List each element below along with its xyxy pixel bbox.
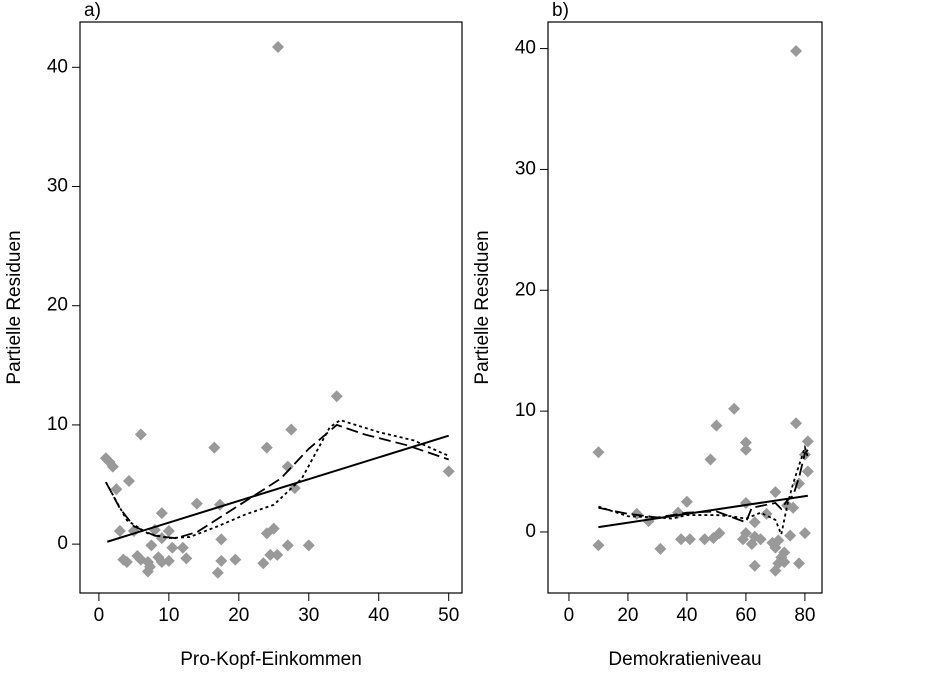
scatter-point <box>798 527 811 540</box>
scatter-point <box>739 436 752 449</box>
y-tick-label: 0 <box>525 521 536 542</box>
scatter-point <box>680 495 693 508</box>
scatter-point <box>748 516 761 529</box>
scatter-point <box>790 45 803 58</box>
scatter-point <box>787 501 800 514</box>
scatter-point <box>713 527 726 540</box>
scatter-point <box>106 460 119 473</box>
scatter-point <box>654 542 667 555</box>
scatter-point <box>267 522 280 535</box>
scatter-point <box>784 529 797 542</box>
scatter-point <box>122 474 135 487</box>
y-tick-label: 40 <box>515 38 536 59</box>
scatter-point <box>257 557 270 570</box>
plot-frame <box>79 21 463 594</box>
scatter-point <box>281 539 294 552</box>
x-axis-label: Pro-Kopf-Einkommen <box>180 649 362 670</box>
x-tick-label: 20 <box>228 605 249 626</box>
panel-label: a) <box>84 0 101 21</box>
scatter-point <box>281 460 294 473</box>
fit-line <box>105 423 449 540</box>
y-tick-label: 20 <box>515 279 536 300</box>
scatter-point <box>110 483 123 496</box>
x-tick-label: 0 <box>94 605 105 626</box>
y-tick-label: 10 <box>47 414 68 435</box>
x-tick-label: 60 <box>735 605 756 626</box>
y-axis-label: Partielle Residuen <box>472 230 493 384</box>
scatter-point <box>162 554 175 567</box>
scatter-point <box>134 428 147 441</box>
scatter-point <box>675 533 688 546</box>
scatter-point <box>166 541 179 554</box>
y-tick-label: 10 <box>515 400 536 421</box>
x-tick-label: 40 <box>676 605 697 626</box>
scatter-point <box>176 541 189 554</box>
scatter-point <box>739 527 752 540</box>
fit-line <box>105 419 450 540</box>
scatter-point <box>264 548 277 561</box>
x-tick-label: 80 <box>794 605 815 626</box>
scatter-point <box>211 566 224 579</box>
scatter-point <box>215 533 228 546</box>
scatter-point <box>728 402 741 415</box>
scatter-point <box>302 539 315 552</box>
x-tick-label: 20 <box>617 605 638 626</box>
y-tick-label: 20 <box>47 295 68 316</box>
scatter-point <box>271 41 284 54</box>
scatter-point <box>330 390 343 403</box>
x-tick-label: 30 <box>298 605 319 626</box>
fit-line <box>598 449 809 524</box>
scatter-point <box>772 534 785 547</box>
scatter-point <box>180 552 193 565</box>
scatter-point <box>260 441 273 454</box>
scatter-point <box>778 556 791 569</box>
scatter-point <box>442 465 455 478</box>
scatter-point <box>769 486 782 499</box>
scatter-point <box>113 525 126 538</box>
scatter-point <box>739 496 752 509</box>
x-axis-label: Demokratieniveau <box>608 649 761 670</box>
scatter-point <box>215 554 228 567</box>
scatter-point <box>790 417 803 430</box>
x-tick-label: 10 <box>158 605 179 626</box>
scatter-point <box>271 548 284 561</box>
scatter-point <box>754 533 767 546</box>
scatter-point <box>229 553 242 566</box>
scatter-point <box>792 557 805 570</box>
scatter-point <box>592 446 605 459</box>
y-tick-label: 30 <box>515 158 536 179</box>
scatter-point <box>143 560 156 573</box>
panel-label: b) <box>552 0 569 21</box>
scatter-point <box>285 423 298 436</box>
scatter-point <box>120 556 133 569</box>
y-tick-label: 0 <box>57 533 68 554</box>
fit-line <box>106 434 450 543</box>
scatter-point <box>748 559 761 572</box>
y-tick-label: 40 <box>47 56 68 77</box>
y-tick-label: 30 <box>47 176 68 197</box>
plot-frame <box>547 21 823 594</box>
scatter-point <box>739 443 752 456</box>
fit-line <box>598 444 809 538</box>
scatter-point <box>710 419 723 432</box>
scatter-point <box>801 465 814 478</box>
scatter-point <box>778 546 791 559</box>
scatter-point <box>155 507 168 520</box>
x-tick-label: 0 <box>564 605 575 626</box>
scatter-point <box>162 525 175 538</box>
scatter-point <box>683 533 696 546</box>
scatter-point <box>592 539 605 552</box>
scatter-point <box>704 453 717 466</box>
scatter-point <box>190 497 203 510</box>
x-tick-label: 50 <box>438 605 459 626</box>
scatter-point <box>801 435 814 448</box>
scatter-point <box>760 507 773 520</box>
scatter-point <box>145 539 158 552</box>
scatter-point <box>698 533 711 546</box>
scatter-point <box>208 441 221 454</box>
x-tick-label: 40 <box>368 605 389 626</box>
y-axis-label: Partielle Residuen <box>4 230 25 384</box>
